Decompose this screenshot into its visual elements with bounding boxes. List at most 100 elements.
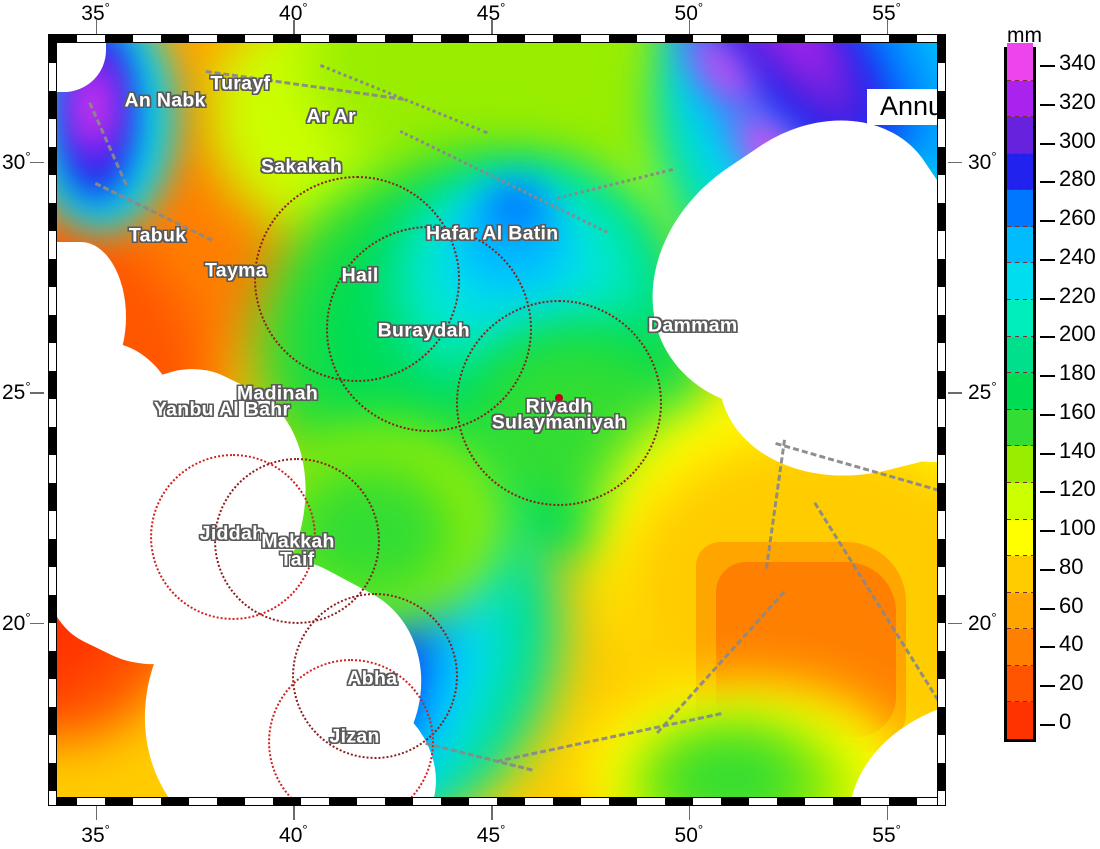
colorbar-tick-label-180: 180 (1059, 360, 1096, 386)
city-label-makkah: Makkah (261, 530, 335, 553)
colorbar-separator-11 (1007, 335, 1033, 337)
colorbar-separator-2 (1007, 664, 1033, 666)
colorbar-tick-label-60: 60 (1059, 592, 1084, 618)
colorbar-tick-label-140: 140 (1059, 437, 1096, 463)
city-label-jizan: Jizan (329, 725, 380, 748)
radar-circle-makkah (214, 458, 381, 625)
x-tick-top-2 (491, 20, 493, 34)
x-tick-bottom-4 (886, 806, 889, 820)
x-tick-bottom-0 (95, 806, 98, 820)
radar-circle-riyadh (456, 300, 663, 507)
y-tick-right-2 (948, 622, 962, 625)
x-tick-label-top-1: 40° (279, 0, 308, 25)
colorbar-band-10 (1007, 336, 1033, 374)
y-tick-label-right-2: 20° (968, 609, 997, 635)
colorbar-tick-label-200: 200 (1059, 321, 1096, 347)
city-label-dammam: Dammam (647, 314, 738, 337)
colorbar-tick-label-260: 260 (1059, 205, 1096, 231)
y-tick-left-0 (30, 161, 44, 164)
colorbar-band-17 (1007, 80, 1033, 118)
colorbar-band-14 (1007, 189, 1033, 227)
x-tick-bottom-1 (293, 806, 295, 820)
x-tick-label-top-3: 50° (674, 0, 704, 25)
colorbar-tick-label-20: 20 (1059, 669, 1084, 695)
colorbar-tick-120 (1040, 491, 1055, 494)
y-tick-label-right-0: 30° (968, 148, 997, 174)
colorbar-tick-280 (1040, 181, 1055, 184)
city-label-buraydah: Buraydah (377, 319, 470, 342)
colorbar-tick-label-100: 100 (1059, 515, 1096, 541)
colorbar (1004, 43, 1036, 742)
colorbar-tick-label-40: 40 (1059, 631, 1084, 657)
y-tick-left-2 (30, 622, 44, 625)
colorbar-separator-10 (1007, 372, 1033, 374)
y-tick-label-left-2: 20° (2, 609, 31, 635)
city-label-tabuk: Tabuk (128, 224, 187, 247)
colorbar-band-16 (1007, 116, 1033, 154)
colorbar-tick-100 (1040, 530, 1055, 533)
colorbar-band-15 (1007, 153, 1033, 191)
colorbar-separator-7 (1007, 481, 1033, 483)
x-tick-top-3 (688, 20, 691, 34)
city-label-tayma: Tayma (205, 259, 267, 282)
x-tick-label-bottom-0: 35° (81, 822, 110, 847)
colorbar-tick-0 (1040, 723, 1055, 726)
colorbar-tick-240 (1040, 258, 1055, 261)
colorbar-tick-label-220: 220 (1059, 282, 1096, 308)
y-tick-label-left-1: 25° (2, 379, 31, 405)
colorbar-separator-3 (1007, 628, 1033, 630)
colorbar-separator-1 (1007, 701, 1033, 703)
map-border-right (937, 34, 946, 806)
colorbar-band-13 (1007, 226, 1033, 264)
city-label-taif: Taif (280, 548, 315, 571)
colorbar-separator-5 (1007, 555, 1033, 557)
colorbar-tick-label-340: 340 (1059, 50, 1096, 76)
colorbar-band-5 (1007, 518, 1033, 557)
map-frame: Turayf An Nabk Ar Ar Sakakah Tabuk Tayma Hail H… (48, 34, 946, 806)
colorbar-band-8 (1007, 409, 1033, 447)
colorbar-tick-160 (1040, 413, 1055, 416)
colorbar-tick-320 (1040, 104, 1055, 107)
x-tick-label-bottom-3: 50° (674, 822, 704, 847)
station-dot-riyadh (555, 393, 564, 402)
colorbar-band-9 (1007, 372, 1033, 410)
city-label-riyadh: Riyadh (525, 395, 593, 418)
colorbar-band-4 (1007, 555, 1033, 593)
colorbar-tick-label-300: 300 (1059, 127, 1096, 153)
x-tick-top-1 (293, 20, 295, 34)
colorbar-tick-340 (1040, 65, 1055, 68)
colorbar-band-0 (1007, 701, 1033, 739)
city-label-madinah: Madinah (236, 382, 319, 405)
colorbar-separator-13 (1007, 262, 1033, 264)
colorbar-tick-label-160: 160 (1059, 398, 1096, 424)
colorbar-separator-17 (1007, 116, 1033, 118)
city-label-abha: Abha (347, 667, 398, 690)
colorbar-band-11 (1007, 299, 1033, 337)
colorbar-tick-label-120: 120 (1059, 476, 1096, 502)
colorbar-separator-15 (1007, 189, 1033, 191)
x-tick-top-4 (886, 20, 889, 34)
map-border-left (48, 34, 57, 806)
city-label-an-nabk: An Nabk (124, 89, 206, 112)
colorbar-tick-label-320: 320 (1059, 89, 1096, 115)
colorbar-band-7 (1007, 445, 1033, 483)
y-tick-label-right-1: 25° (968, 379, 997, 405)
colorbar-tick-label-280: 280 (1059, 166, 1096, 192)
colorbar-separator-8 (1007, 445, 1033, 447)
colorbar-tick-label-240: 240 (1059, 243, 1096, 269)
x-tick-label-bottom-4: 55° (872, 822, 901, 847)
y-tick-right-0 (948, 161, 962, 164)
colorbar-separator-14 (1007, 225, 1033, 227)
colorbar-band-18 (1007, 43, 1033, 81)
colorbar-separator-6 (1007, 518, 1033, 520)
city-label-yanbu-al-bahr: Yanbu Al Bahr (153, 398, 291, 421)
x-tick-label-top-4: 55° (872, 0, 901, 25)
colorbar-band-12 (1007, 262, 1033, 301)
colorbar-separator-12 (1007, 299, 1033, 301)
colorbar-tick-180 (1040, 375, 1055, 378)
colorbar-tick-80 (1040, 568, 1055, 571)
colorbar-separator-4 (1007, 591, 1033, 593)
colorbar-title: mm (1007, 24, 1042, 47)
colorbar-tick-60 (1040, 607, 1055, 610)
colorbar-separator-18 (1007, 79, 1033, 81)
